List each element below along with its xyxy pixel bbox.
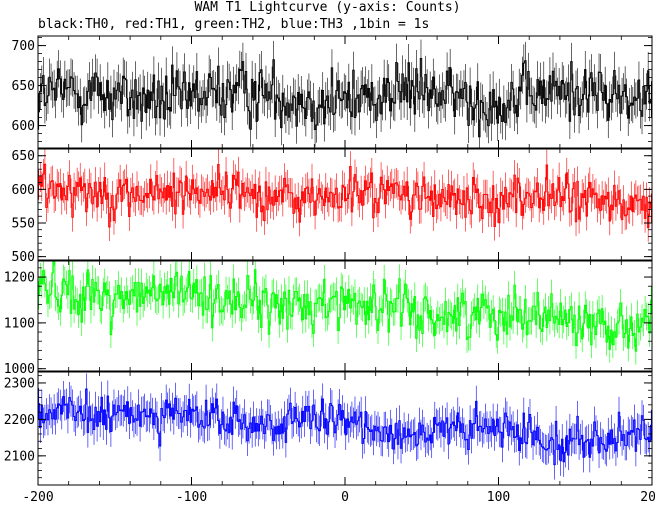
series-0-line [38, 58, 652, 138]
xtick-label-2: 0 [341, 490, 349, 505]
panel-0-ytick-label-1: 650 [12, 79, 35, 94]
xtick-label-3: 100 [487, 490, 510, 505]
xtick-label-4: 200 [640, 490, 655, 505]
xtick-label-0: -200 [22, 490, 53, 505]
panel-1-ytick-label-0: 500 [12, 250, 35, 265]
chart-title: WAM T1 Lightcurve (y-axis: Counts) [194, 0, 461, 15]
panel-3-ytick-label-2: 2300 [4, 376, 35, 391]
panel-1-ytick-label-1: 550 [12, 217, 35, 232]
series-3-line [38, 388, 652, 466]
panel-3-ytick-label-0: 2100 [4, 449, 35, 464]
series-2-line [38, 261, 652, 352]
panel-2-ytick-label-0: 1000 [4, 362, 35, 377]
panel-0-ytick-label-0: 600 [12, 119, 35, 134]
panel-1-ytick-label-3: 650 [12, 149, 35, 164]
panel-0-ytick-label-2: 700 [12, 39, 35, 54]
panel-2-ytick-label-2: 1200 [4, 271, 35, 286]
panel-3-ytick-label-1: 2200 [4, 413, 35, 428]
xtick-label-1: -100 [176, 490, 207, 505]
panel-1-ytick-label-2: 600 [12, 183, 35, 198]
panel-2-ytick-label-1: 1100 [4, 316, 35, 331]
chart-legend-subtitle: black:TH0, red:TH1, green:TH2, blue:TH3 … [38, 17, 430, 32]
series-1-line [38, 163, 652, 229]
series-0-error-bars [38, 39, 652, 148]
